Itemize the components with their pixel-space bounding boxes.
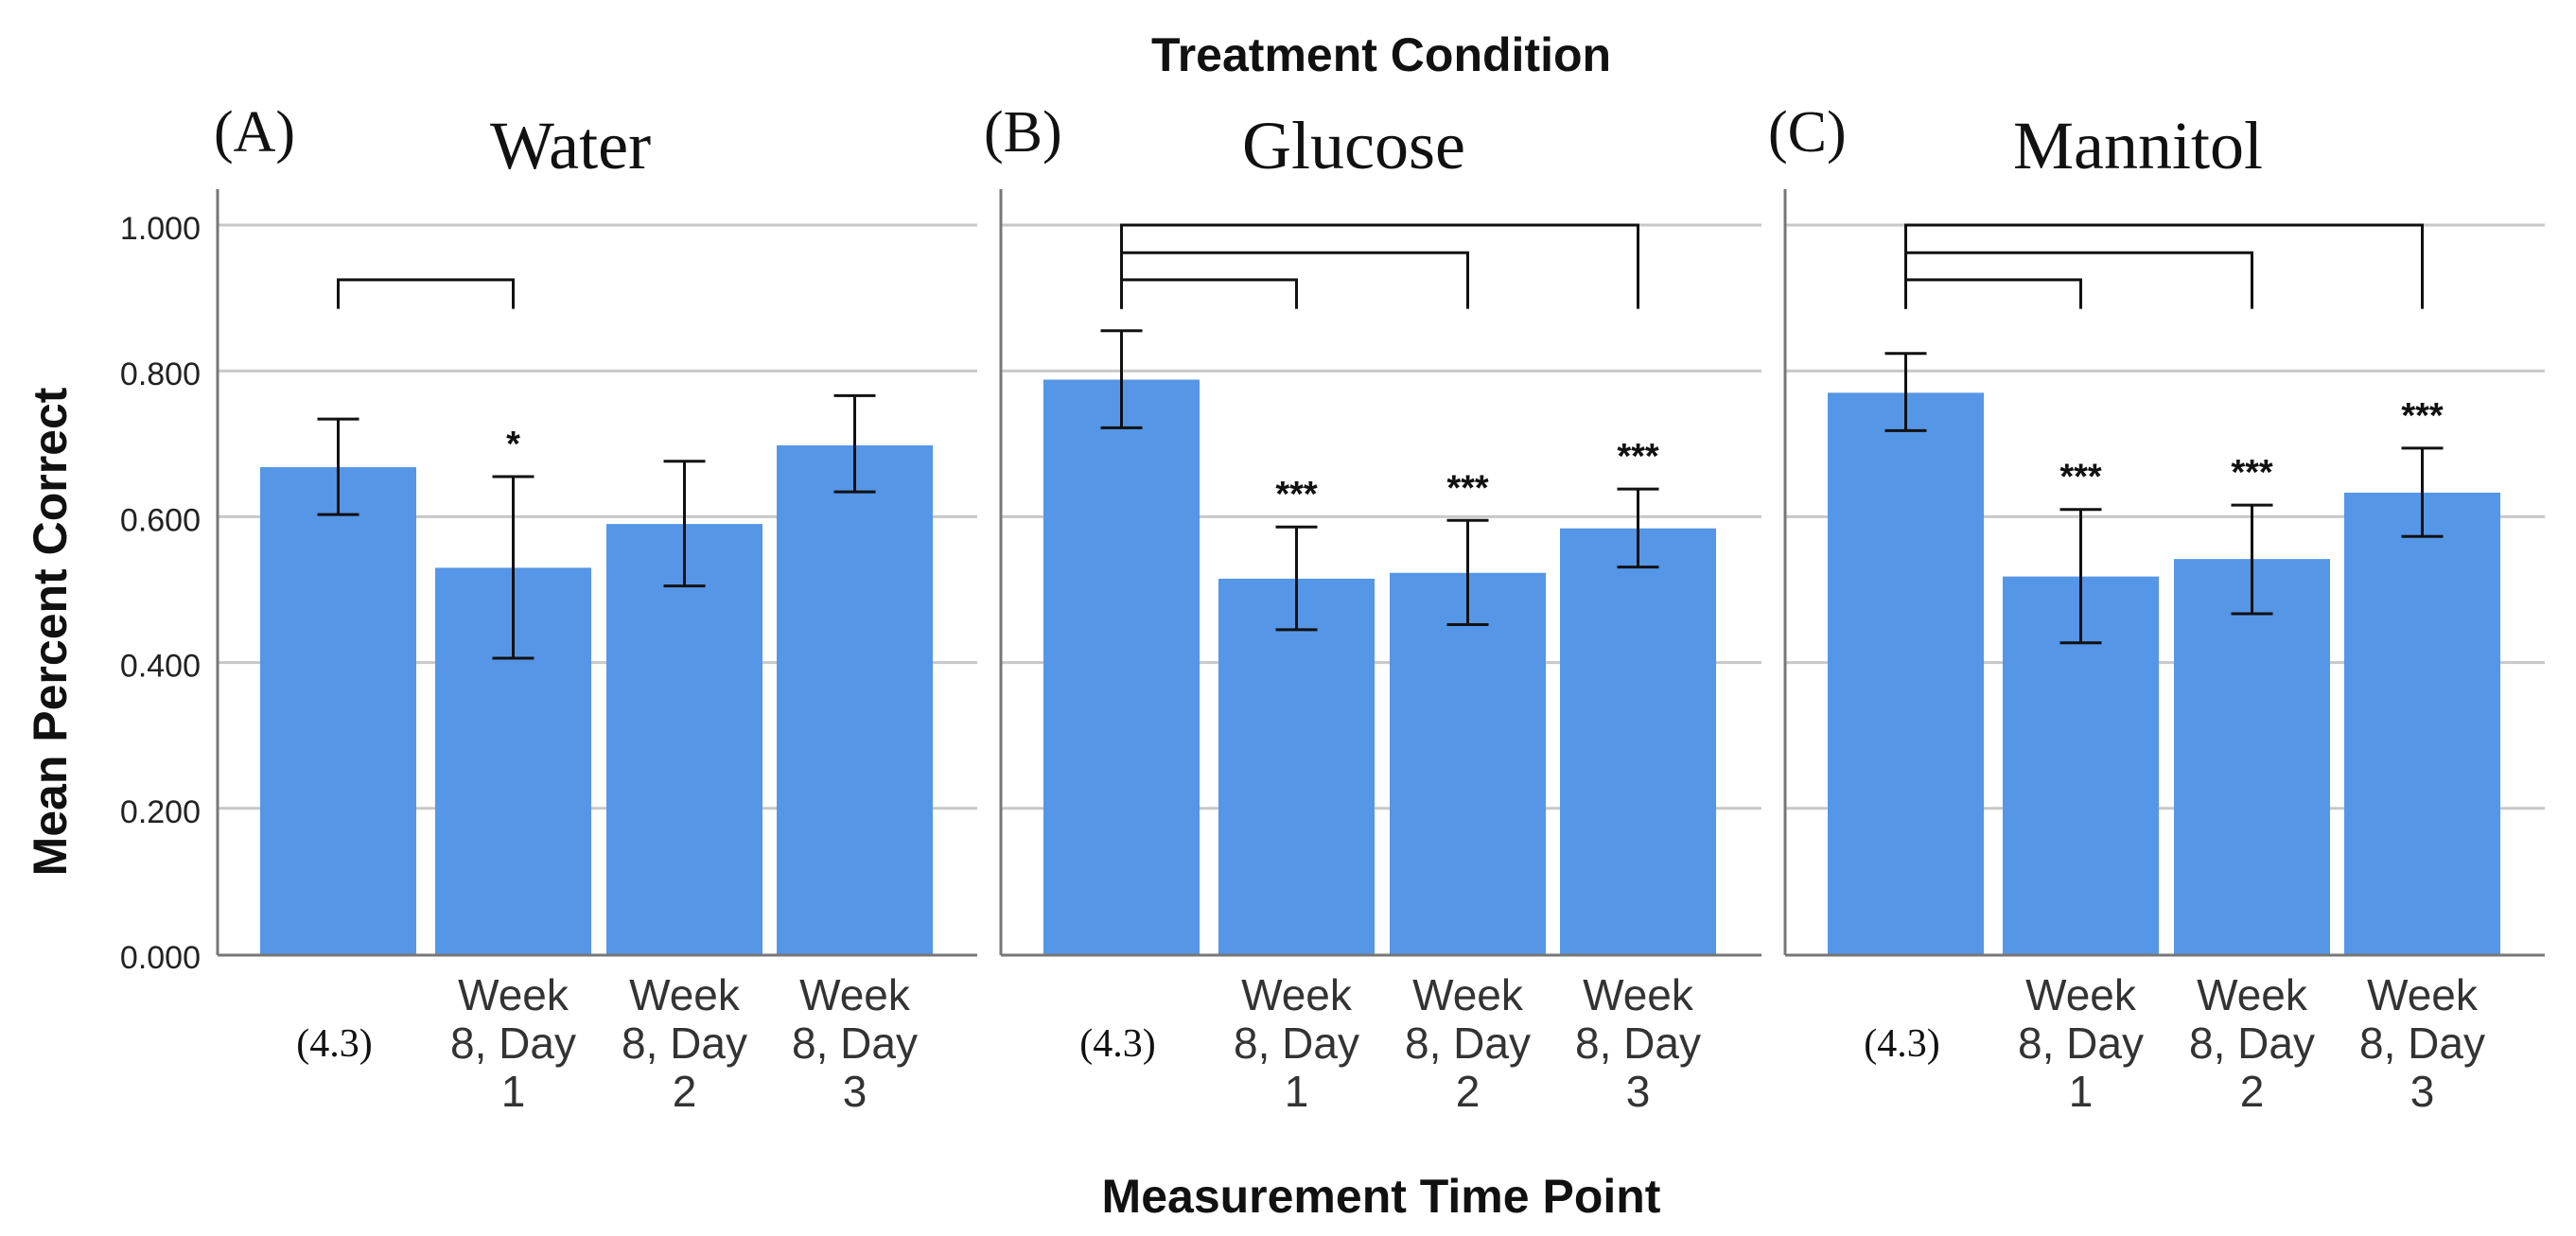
x-tick-label: 8, Day — [2189, 1018, 2315, 1068]
panel-letter: (C) — [1768, 100, 1847, 165]
y-tick-label: 0.600 — [120, 502, 201, 538]
y-axis-label: Mean Percent Correct — [24, 387, 77, 876]
x-tick-label: 8, Day — [622, 1018, 747, 1068]
x-tick-label: Week — [2367, 970, 2479, 1019]
significance-bracket — [1120, 278, 1298, 309]
panels: 0.000 0.200 0.400 0.600 0.800 1.000 * (A) Water (… — [120, 100, 2545, 1116]
panel-title: Mannitol — [2013, 108, 2263, 183]
panel-title: Glucose — [1242, 108, 1465, 183]
x-tick-label: 8, Day — [1405, 1018, 1531, 1068]
y-tick-label: 0.000 — [120, 940, 201, 976]
x-tick-label: 1 — [1285, 1067, 1309, 1116]
significance-bracket — [337, 278, 515, 309]
x-tick-label: 3 — [843, 1067, 867, 1116]
panel-letter: (B) — [984, 100, 1062, 165]
significance-label: *** — [1275, 475, 1318, 514]
x-tick-label: Week — [458, 970, 570, 1019]
x-tick-label: Week — [2197, 970, 2308, 1019]
x-tick-label: (4.3) — [1079, 1022, 1155, 1066]
bar — [2174, 559, 2330, 954]
bar — [777, 444, 933, 954]
significance-label: *** — [2401, 396, 2444, 436]
y-tick-label: 0.800 — [120, 357, 201, 392]
x-tick-label: 2 — [2240, 1067, 2265, 1116]
bar — [1390, 572, 1546, 954]
x-axis-label: Measurement Time Point — [1102, 1170, 1661, 1223]
significance-bracket — [1904, 223, 2424, 309]
bar — [2344, 492, 2500, 954]
x-tick-label: 8, Day — [792, 1018, 918, 1068]
bar — [1043, 379, 1200, 954]
x-tick-label: Week — [1241, 970, 1353, 1019]
significance-label: *** — [2231, 453, 2273, 493]
x-tick-label: 8, Day — [2359, 1018, 2485, 1068]
bar — [1218, 578, 1375, 954]
x-tick-label: 2 — [673, 1067, 697, 1116]
x-tick-label: 8, Day — [450, 1018, 576, 1068]
bar — [606, 524, 762, 954]
y-tick-label: 0.400 — [120, 649, 201, 685]
x-tick-label: Week — [2025, 970, 2137, 1019]
x-tick-label: 1 — [501, 1067, 526, 1116]
significance-label: *** — [1446, 468, 1489, 508]
x-tick-label: 8, Day — [2018, 1018, 2144, 1068]
bar — [1560, 528, 1716, 954]
bar — [260, 466, 416, 954]
panel-letter: (A) — [214, 100, 295, 165]
significance-label: *** — [2059, 458, 2102, 497]
significance-bracket — [1120, 223, 1639, 309]
x-tick-label: Week — [1412, 970, 1524, 1019]
x-tick-label: 8, Day — [1575, 1018, 1701, 1068]
significance-label: * — [506, 425, 520, 464]
significance-bracket — [1904, 278, 2082, 309]
x-tick-label: 3 — [1626, 1067, 1651, 1116]
y-tick-label: 0.200 — [120, 794, 201, 830]
x-tick-label: Week — [1583, 970, 1694, 1019]
x-tick-label: Week — [799, 970, 911, 1019]
x-tick-label: 8, Day — [1234, 1018, 1359, 1068]
x-tick-label: Week — [629, 970, 741, 1019]
x-tick-label: 1 — [2069, 1067, 2094, 1116]
x-tick-label: 3 — [2410, 1067, 2435, 1116]
x-tick-label: (4.3) — [1864, 1022, 1939, 1066]
panel-title: Water — [490, 108, 651, 183]
bar — [1828, 392, 1984, 955]
y-tick-label: 1.000 — [120, 211, 201, 247]
chart-title: Treatment Condition — [1151, 28, 1611, 81]
significance-label: *** — [1617, 437, 1659, 477]
x-tick-label: 2 — [1456, 1067, 1481, 1116]
x-tick-label: (4.3) — [296, 1022, 372, 1066]
